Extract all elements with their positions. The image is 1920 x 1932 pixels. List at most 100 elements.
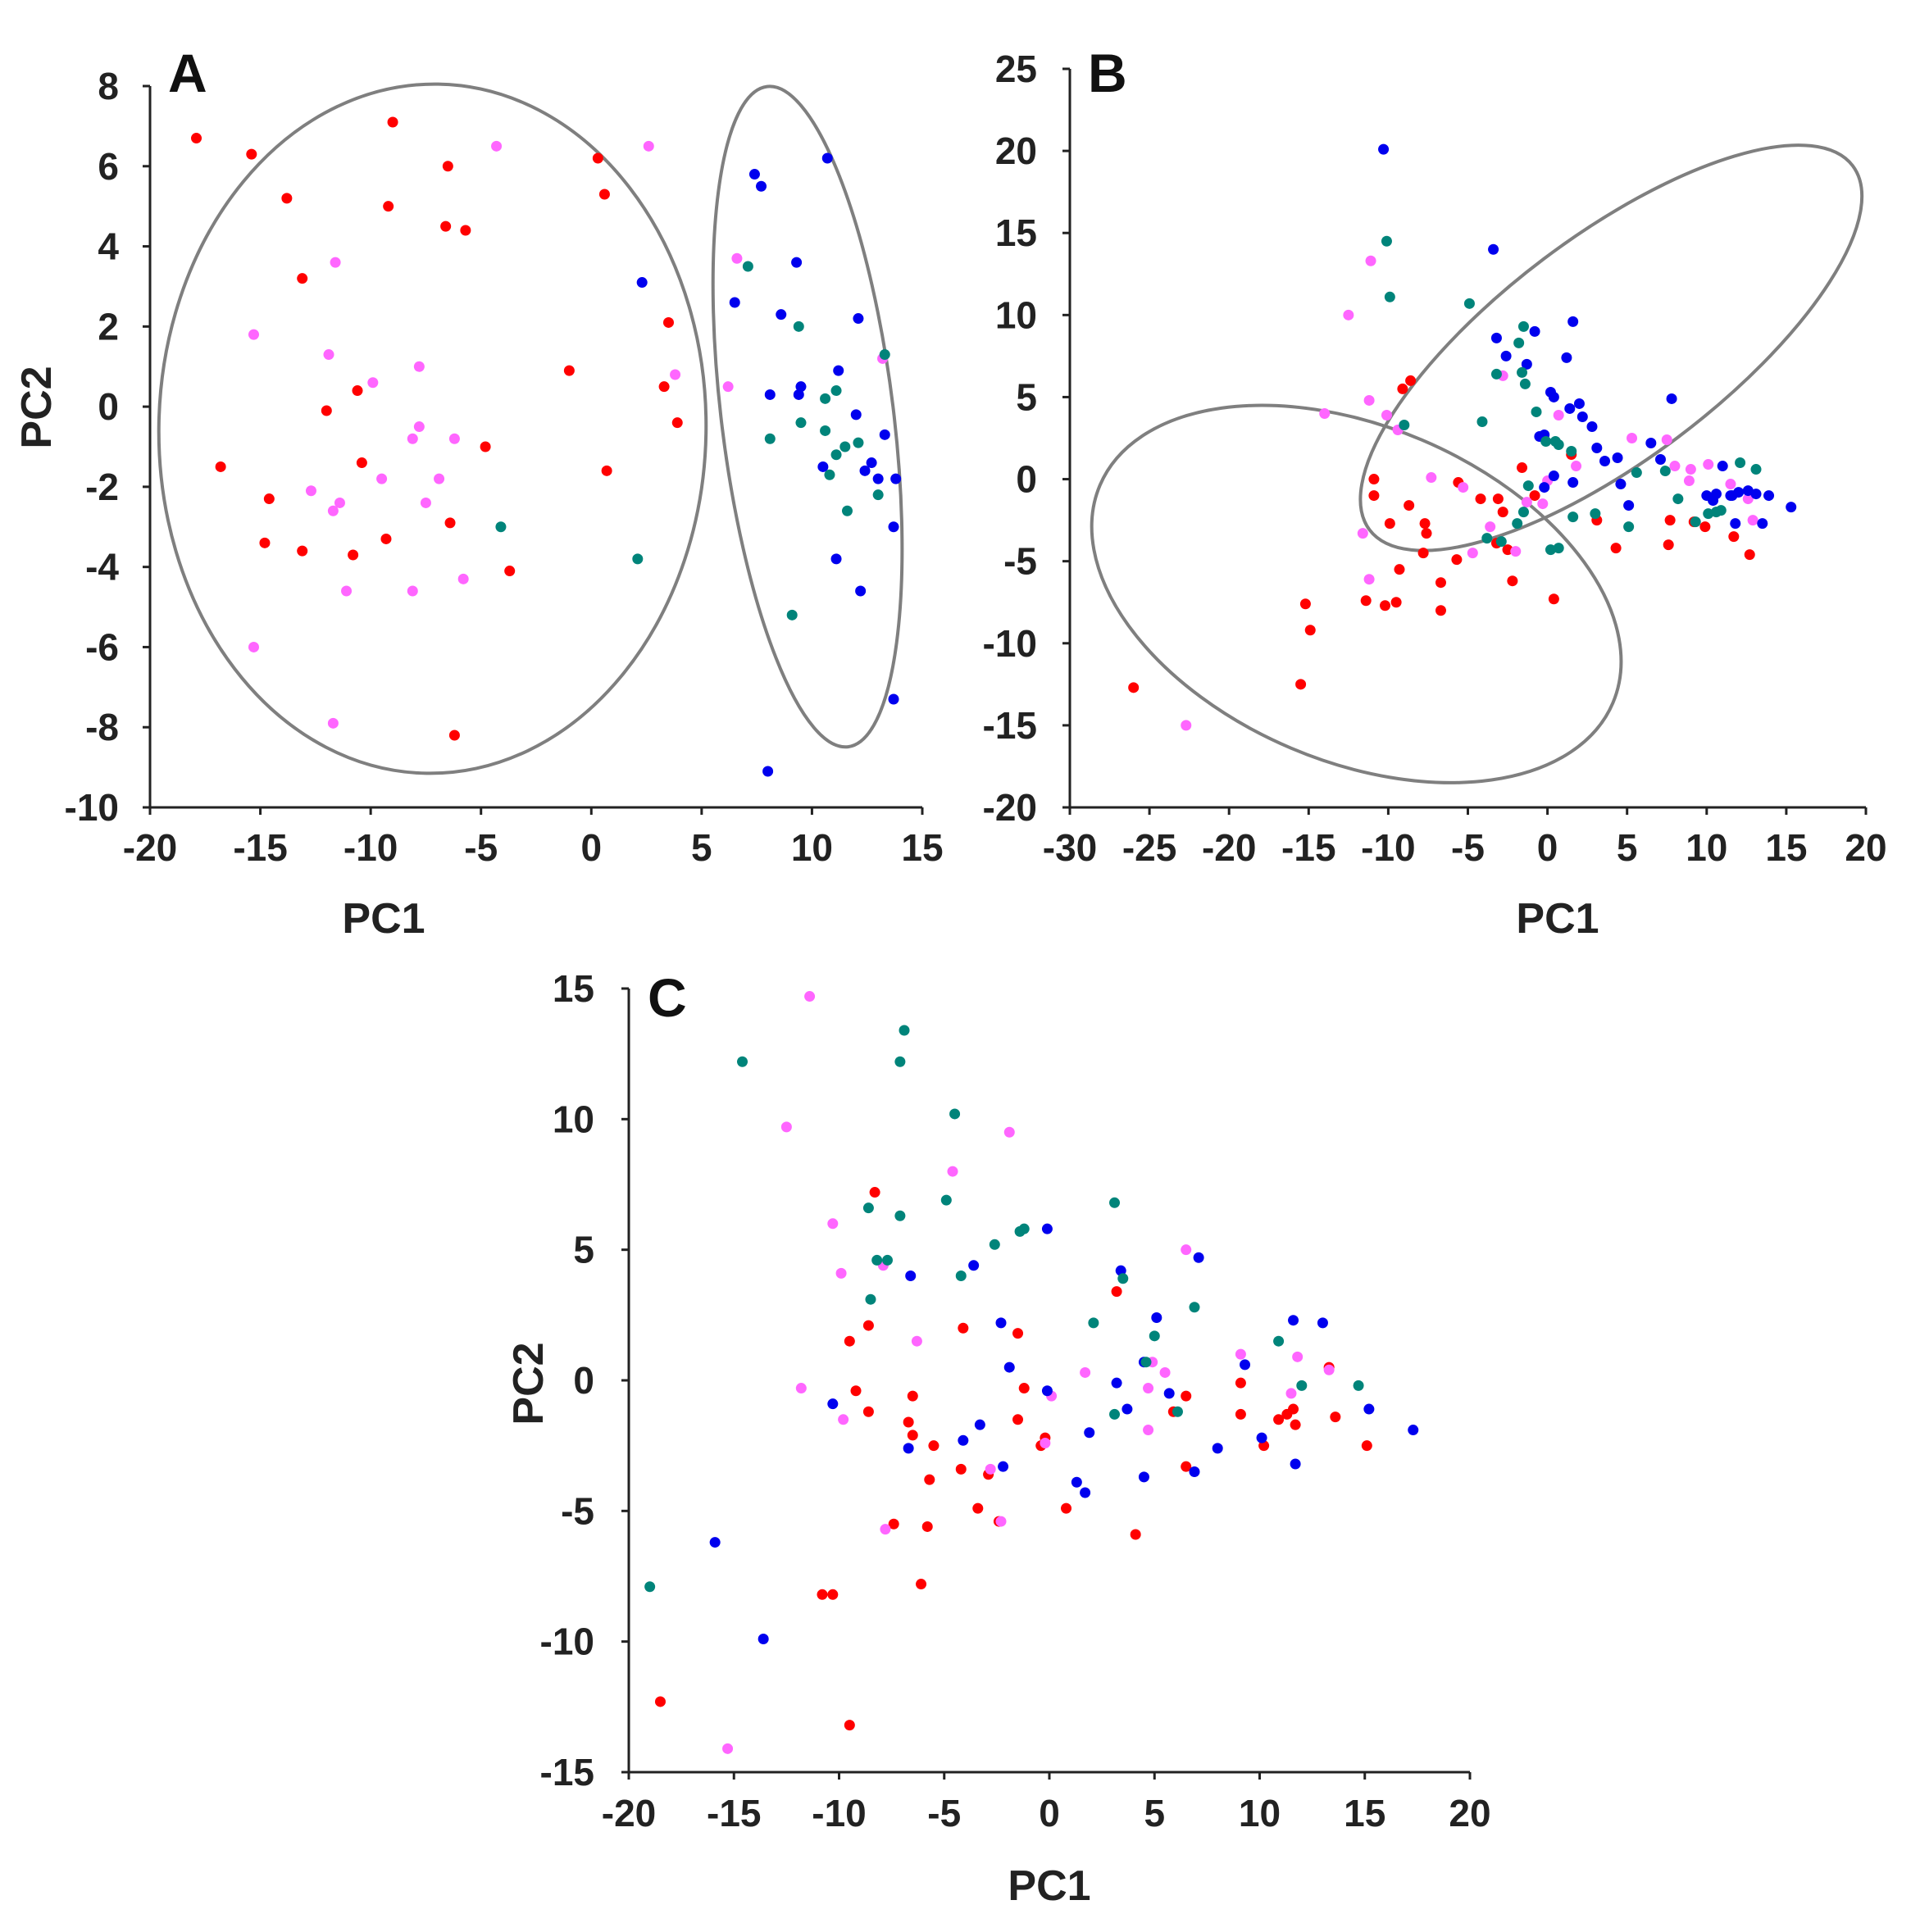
panel-a-point-teal — [793, 320, 804, 332]
panel-c-point-pink — [1181, 1244, 1192, 1256]
panel-a-point-blue — [890, 473, 902, 484]
panel-c-point-teal — [894, 1210, 906, 1221]
panel-b-point-red — [1507, 575, 1518, 587]
panel-c-point-blue — [958, 1434, 969, 1446]
panel-a-point-pink — [413, 361, 425, 372]
panel-b-cluster-ellipse-2 — [1090, 403, 1623, 784]
panel-a-point-pink — [323, 349, 334, 361]
panel-a-point-pink — [305, 485, 316, 497]
panel-c-point-teal — [949, 1108, 961, 1120]
panel-b-x-tick-label: -10 — [1361, 826, 1415, 869]
panel-b-point-teal — [1384, 291, 1395, 302]
panel-b-point-teal — [1690, 516, 1701, 528]
panel-a-point-teal — [879, 349, 890, 361]
panel-a-point-teal — [853, 437, 864, 448]
panel-c-point-red — [1111, 1286, 1122, 1298]
panel-c-point-red — [924, 1474, 935, 1485]
panel-b-point-teal — [1549, 436, 1561, 448]
panel-b-point-teal — [1517, 320, 1529, 332]
panel-a-point-pink — [420, 497, 431, 508]
panel-c-point-red — [827, 1589, 839, 1600]
panel-a-point-red — [480, 441, 491, 452]
panel-a-point-red — [263, 493, 275, 505]
panel-b-point-pink — [1363, 574, 1375, 585]
panel-a-point-red — [440, 220, 452, 232]
panel-b-point-pink — [1725, 479, 1736, 490]
panel-b-point-red — [1397, 383, 1408, 394]
panel-a-point-blue — [764, 389, 776, 400]
panel-b-point-teal — [1522, 480, 1534, 492]
panel-b-point-pink — [1458, 482, 1469, 493]
panel-b-point-pink — [1357, 528, 1368, 539]
panel-b-points — [1128, 143, 1797, 731]
panel-b-point-blue — [1742, 485, 1754, 497]
panel-a-point-red — [448, 730, 460, 741]
panel-c-point-blue — [1189, 1466, 1200, 1478]
panel-b-x-tick-label: 20 — [1845, 826, 1886, 869]
panel-c-point-teal — [1273, 1335, 1285, 1347]
panel-c-point-blue — [1240, 1359, 1251, 1371]
panel-b-point-red — [1421, 528, 1432, 539]
panel-c-point-red — [1012, 1328, 1024, 1339]
panel-a-point-blue — [756, 180, 767, 192]
panel-b-point-red — [1404, 500, 1415, 511]
panel-a-letter: A — [168, 43, 207, 103]
panel-b: B -30 -25 -20 -15 -10 -5 0 5 10 15 20 -20 -15 -10 -5 0 5… — [983, 43, 1887, 943]
panel-a-point-pink — [722, 381, 734, 393]
panel-a-point-blue — [817, 461, 829, 472]
panel-c-point-pink — [835, 1267, 847, 1279]
panel-b-point-teal — [1735, 457, 1746, 469]
panel-b-point-blue — [1750, 489, 1762, 500]
panel-b-point-red — [1295, 679, 1307, 690]
panel-c-x-tick-label: 20 — [1449, 1792, 1490, 1834]
panel-a-point-pink — [491, 140, 503, 152]
panel-a-y-tick-label: -8 — [85, 706, 119, 748]
panel-a-y-tick-label: -2 — [85, 466, 119, 508]
panel-b-point-red — [1663, 539, 1674, 551]
panel-c-point-red — [958, 1322, 969, 1334]
panel-c-point-teal — [865, 1293, 876, 1305]
panel-a-x-tick-label: 10 — [791, 826, 833, 869]
panel-c-point-red — [1012, 1414, 1024, 1425]
panel-a-point-pink — [334, 497, 345, 508]
panel-a-point-red — [348, 549, 359, 561]
panel-c-point-blue — [1122, 1403, 1133, 1415]
panel-c-point-red — [888, 1518, 899, 1530]
panel-a-point-red — [592, 152, 603, 164]
panel-a-point-pink — [407, 433, 418, 444]
panel-b-x-tick-label: -15 — [1281, 826, 1335, 869]
panel-b-point-blue — [1786, 502, 1797, 513]
panel-b-point-teal — [1481, 533, 1493, 544]
panel-c-point-teal — [940, 1194, 952, 1206]
panel-a-point-blue — [855, 585, 867, 597]
panel-b-point-teal — [1566, 446, 1577, 457]
panel-c-x-tick-label: -15 — [707, 1792, 761, 1834]
panel-c-point-teal — [1088, 1317, 1099, 1329]
panel-c-point-teal — [737, 1056, 748, 1067]
panel-c-points — [644, 991, 1419, 1754]
panel-b-point-blue — [1539, 482, 1550, 493]
panel-a-y-tick-label: 6 — [98, 145, 119, 188]
panel-b-point-teal — [1463, 298, 1475, 309]
panel-c-point-teal — [1172, 1406, 1183, 1417]
panel-c-point-pink — [804, 991, 816, 1002]
panel-c-point-teal — [894, 1056, 906, 1067]
panel-c-y-tick-label: -15 — [540, 1751, 594, 1793]
panel-b-point-red — [1368, 474, 1380, 485]
panel-b-point-red — [1451, 554, 1463, 566]
panel-b-point-blue — [1763, 490, 1775, 502]
panel-a-point-teal — [786, 609, 798, 621]
panel-c-point-pink — [995, 1516, 1007, 1527]
panel-b-point-pink — [1319, 407, 1331, 419]
panel-b-x-tick-label: -20 — [1202, 826, 1256, 869]
panel-c-y-tick-label: 5 — [573, 1229, 594, 1271]
panel-a-point-teal — [495, 521, 507, 533]
panel-b-point-pink — [1685, 464, 1696, 475]
panel-c-point-red — [850, 1385, 862, 1397]
panel-b-y-tick-label: 20 — [995, 130, 1037, 172]
panel-a-point-blue — [872, 473, 884, 484]
panel-b-y-tick-label: 0 — [1016, 458, 1037, 501]
panel-a-point-red — [460, 225, 471, 236]
panel-b-point-teal — [1590, 508, 1601, 520]
panel-c-point-teal — [1140, 1357, 1152, 1368]
